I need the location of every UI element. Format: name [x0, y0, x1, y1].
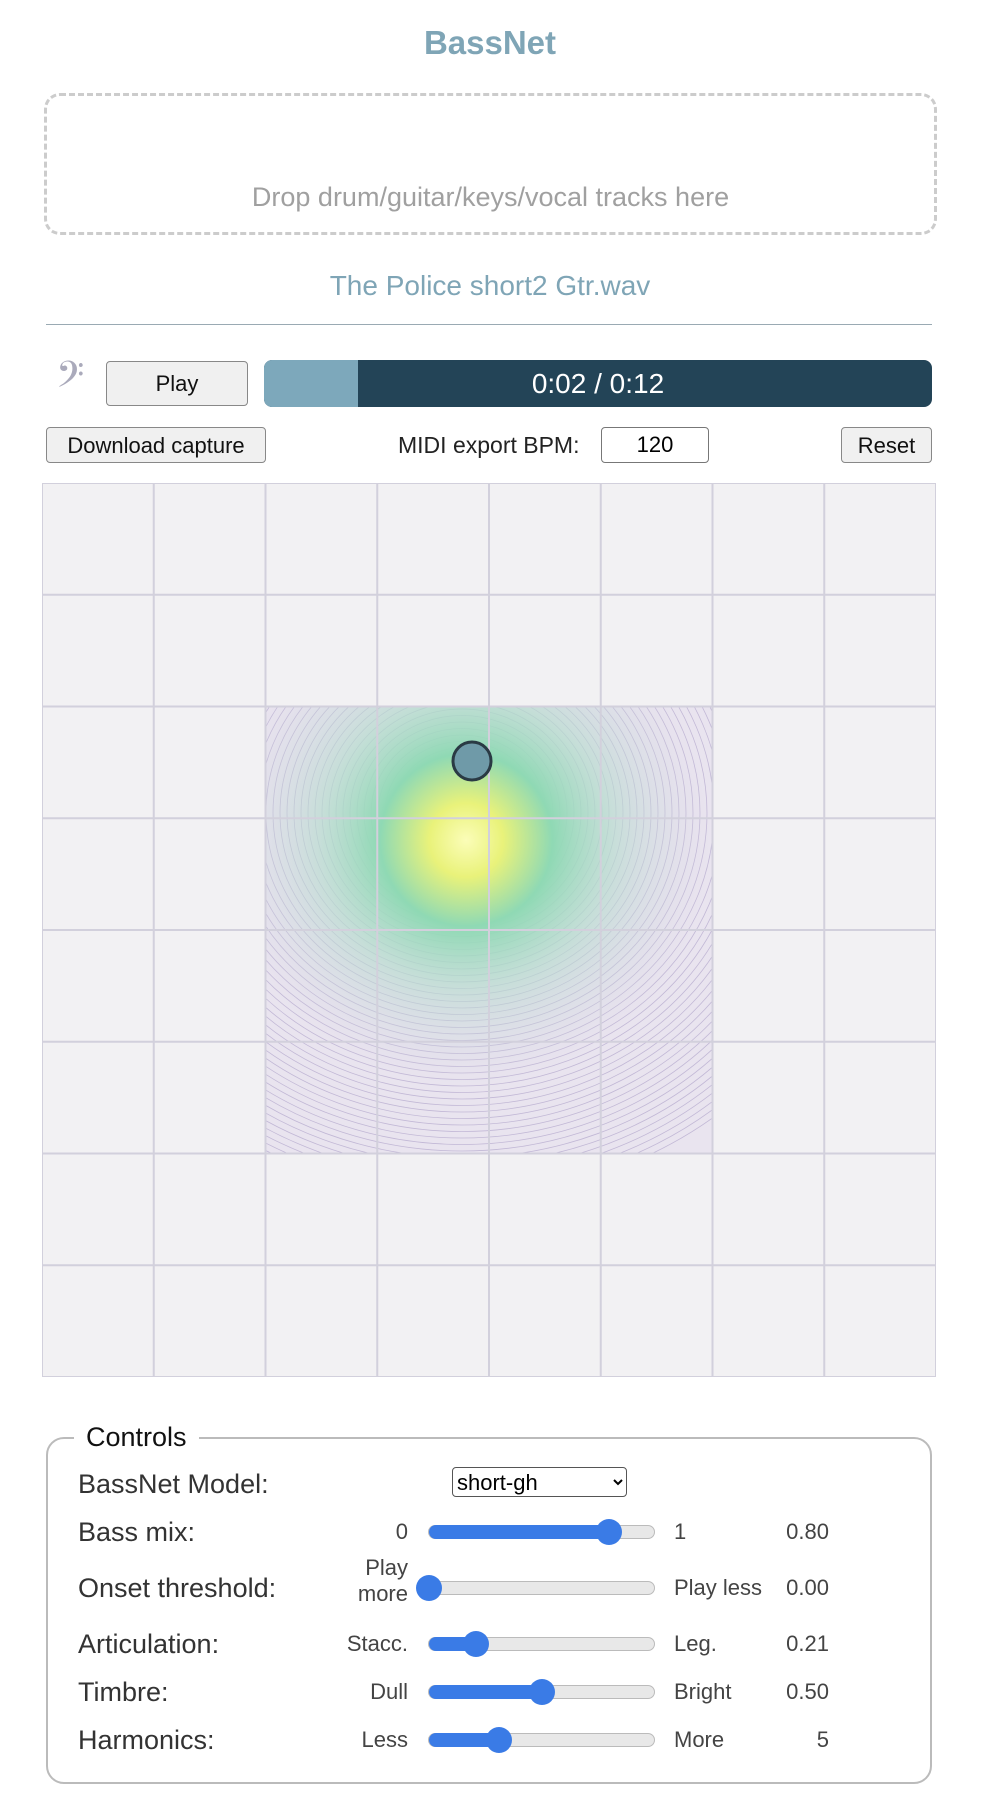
slider-value: 0.00 [786, 1575, 829, 1600]
slider[interactable] [428, 1519, 655, 1545]
slider-min-label: Dull [370, 1679, 408, 1704]
slider[interactable] [428, 1679, 655, 1705]
slider-thumb[interactable] [485, 1727, 512, 1753]
play-button[interactable]: Play [106, 361, 248, 406]
slider-max-label: Leg. [674, 1631, 717, 1656]
slider[interactable] [428, 1727, 655, 1753]
slider-thumb[interactable] [596, 1519, 622, 1545]
slider[interactable] [428, 1631, 655, 1657]
bass-clef-icon: 𝄢 [56, 355, 85, 404]
slider-max-label: 1 [674, 1519, 687, 1544]
slider-min-label: Stacc. [346, 1631, 408, 1656]
file-name: The Police short2 Gtr.wav [329, 270, 651, 301]
bpm-label: MIDI export BPM: [398, 432, 580, 458]
slider-min-label: 0 [395, 1519, 408, 1544]
slider-row: Timbre: Dull Bright 0.50 [78, 1671, 938, 1711]
download-capture-button[interactable]: Download capture [46, 427, 266, 463]
drop-zone-text: Drop drum/guitar/keys/vocal tracks here [251, 182, 730, 212]
slider-min-label: Less [361, 1727, 408, 1752]
slider-fill [429, 1525, 609, 1539]
progress-fill [264, 360, 358, 407]
slider-row: Onset threshold: Play more Play less 0.0… [78, 1555, 938, 1607]
slider-label: Bass mix: [78, 1517, 196, 1547]
slider-value: 5 [816, 1727, 829, 1752]
slider-thumb[interactable] [528, 1679, 555, 1705]
slider-fill [429, 1685, 542, 1699]
slider-max-label: Bright [674, 1679, 732, 1704]
slider-max-label: More [674, 1727, 725, 1752]
model-row: BassNet Model: short-gh [78, 1463, 938, 1503]
heatmap [265, 706, 712, 1153]
slider-value: 0.80 [786, 1519, 829, 1544]
slider-value: 0.50 [786, 1679, 829, 1704]
progress-bar[interactable]: 0:02 / 0:12 [264, 360, 932, 407]
slider-label: Articulation: [78, 1629, 220, 1659]
slider[interactable] [416, 1575, 655, 1601]
slider-max-label: Play less [674, 1575, 763, 1600]
controls-legend: Controls [86, 1422, 187, 1452]
model-label: BassNet Model: [78, 1469, 269, 1499]
slider-label: Timbre: [78, 1677, 169, 1707]
slider-label: Onset threshold: [78, 1573, 277, 1603]
time-display: 0:02 / 0:12 [531, 368, 665, 399]
slider-label: Harmonics: [78, 1725, 215, 1755]
slider-thumb[interactable] [416, 1575, 442, 1601]
slider-row: Harmonics: Less More 5 [78, 1719, 938, 1759]
bpm-input[interactable] [601, 427, 709, 463]
slider-fill [429, 1733, 499, 1747]
app-title: BassNet [423, 24, 557, 61]
latent-grid-canvas[interactable] [42, 483, 936, 1377]
controls-panel: Controls [46, 1422, 932, 1784]
slider-row: Articulation: Stacc. Leg. 0.21 [78, 1623, 938, 1663]
reset-button[interactable]: Reset [841, 427, 932, 463]
model-select[interactable]: short-gh [452, 1467, 627, 1497]
slider-min-label: Play more [357, 1555, 408, 1606]
slider-row: Bass mix: 0 1 0.80 [78, 1511, 938, 1551]
drop-zone[interactable]: Drop drum/guitar/keys/vocal tracks here [44, 93, 937, 235]
position-marker[interactable] [451, 740, 493, 782]
slider-value: 0.21 [786, 1631, 829, 1656]
slider-thumb[interactable] [463, 1631, 490, 1657]
divider [46, 324, 932, 325]
